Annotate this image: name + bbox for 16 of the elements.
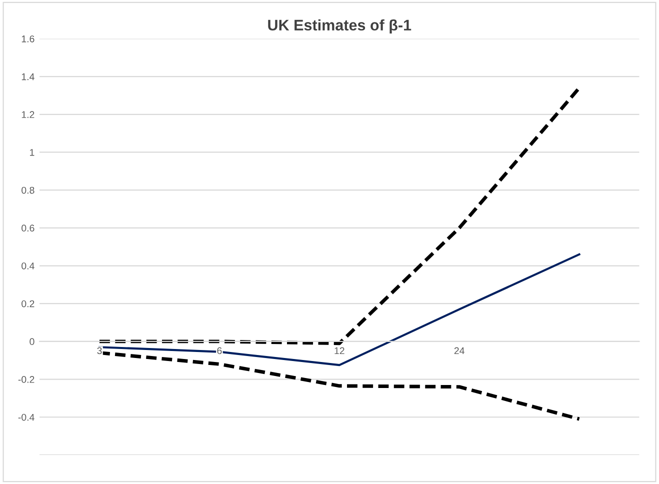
y-tick-label: 1.6 (22, 35, 34, 42)
x-tick-label: 24 (454, 347, 464, 354)
y-tick-label: 1.2 (22, 111, 34, 118)
y-tick-label: -0.4 (18, 414, 34, 421)
y-tick-label: 1.4 (22, 73, 34, 80)
y-tick-label: 0.4 (22, 262, 34, 270)
x-tick-label: 12 (334, 347, 344, 354)
y-tick-label: 0.6 (22, 224, 34, 232)
line-series (98, 253, 580, 366)
y-tick-label: -0.2 (18, 376, 34, 383)
y-tick-label: 1 (30, 149, 34, 156)
y-tick-label: 0 (30, 338, 34, 346)
line-series (98, 86, 581, 346)
y-tick-label: 0.8 (22, 186, 34, 194)
chart-title: UK Estimates of β-1 (268, 19, 412, 34)
y-tick-label: 0.2 (22, 300, 34, 308)
